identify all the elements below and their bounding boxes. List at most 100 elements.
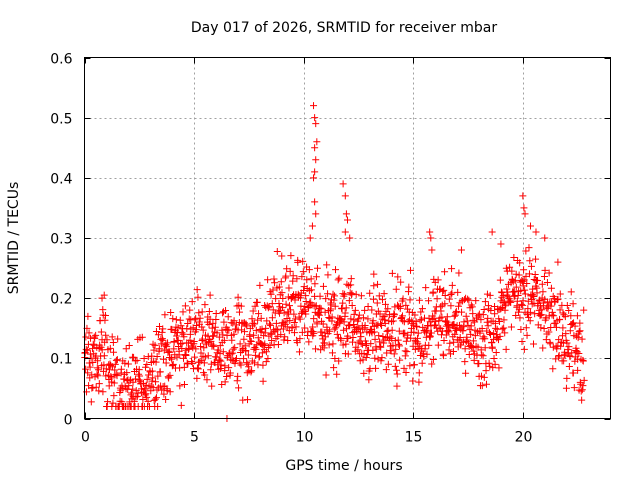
data-point xyxy=(524,297,532,305)
data-point xyxy=(192,345,200,353)
x-tick-label: 15 xyxy=(405,430,423,446)
data-point xyxy=(201,301,209,309)
data-point xyxy=(434,276,442,284)
data-point xyxy=(404,305,412,313)
data-point xyxy=(575,328,583,336)
data-point xyxy=(330,325,338,333)
data-point xyxy=(521,286,529,294)
data-point xyxy=(101,312,109,320)
data-point xyxy=(328,313,336,321)
data-point xyxy=(247,338,255,346)
data-point xyxy=(423,327,431,335)
data-point xyxy=(529,285,537,293)
data-point xyxy=(396,356,404,364)
data-point xyxy=(375,292,383,300)
data-point xyxy=(220,318,228,326)
data-point xyxy=(259,361,267,369)
data-point xyxy=(255,310,263,318)
data-point xyxy=(454,288,462,296)
data-point xyxy=(207,366,215,374)
data-point xyxy=(193,374,201,382)
data-point xyxy=(572,344,580,352)
data-point xyxy=(425,341,433,349)
data-point xyxy=(506,263,514,271)
data-point xyxy=(335,274,343,282)
data-point xyxy=(447,302,455,310)
data-point xyxy=(268,329,276,337)
data-point xyxy=(167,354,175,362)
data-point xyxy=(345,297,353,305)
x-axis-tick-labels: 0 5 10 15 20 xyxy=(81,430,532,446)
data-point xyxy=(333,370,341,378)
data-point xyxy=(315,311,323,319)
data-point xyxy=(94,366,102,374)
data-point xyxy=(311,144,319,152)
data-point xyxy=(259,377,267,385)
data-point xyxy=(386,333,394,341)
data-point xyxy=(507,323,515,331)
data-point xyxy=(388,326,396,334)
data-point xyxy=(95,387,103,395)
data-point xyxy=(307,286,315,294)
y-tick-label: 0.3 xyxy=(50,232,72,248)
data-point xyxy=(248,367,256,375)
data-point xyxy=(484,322,492,330)
data-point xyxy=(514,291,522,299)
data-point xyxy=(491,360,499,368)
data-point xyxy=(445,328,453,336)
data-point xyxy=(342,340,350,348)
data-point xyxy=(568,349,576,357)
data-point xyxy=(428,246,436,254)
data-point xyxy=(511,276,519,284)
data-point xyxy=(563,374,571,382)
data-point xyxy=(556,290,564,298)
data-point xyxy=(275,299,283,307)
data-point xyxy=(236,340,244,348)
data-point xyxy=(521,210,529,218)
data-point xyxy=(215,365,223,373)
data-point xyxy=(465,296,473,304)
data-point xyxy=(526,317,534,325)
data-point xyxy=(112,356,120,364)
data-point xyxy=(279,294,287,302)
data-point xyxy=(247,368,255,376)
data-point xyxy=(467,330,475,338)
data-point xyxy=(461,345,469,353)
data-point xyxy=(122,345,130,353)
data-point xyxy=(530,292,538,300)
data-point xyxy=(488,344,496,352)
data-point xyxy=(310,174,318,182)
data-point xyxy=(539,288,547,296)
data-point xyxy=(480,306,488,314)
data-point xyxy=(408,319,416,327)
data-point xyxy=(479,311,487,319)
data-point xyxy=(520,276,528,284)
data-point xyxy=(461,358,469,366)
data-point xyxy=(375,332,383,340)
data-point xyxy=(87,398,95,406)
data-point xyxy=(300,283,308,291)
data-point xyxy=(354,346,362,354)
data-point xyxy=(262,348,270,356)
data-point xyxy=(262,358,270,366)
data-point xyxy=(481,344,489,352)
data-point xyxy=(369,317,377,325)
data-point xyxy=(85,359,93,367)
data-point xyxy=(491,310,499,318)
data-point xyxy=(144,397,152,405)
data-point xyxy=(251,302,259,310)
data-points xyxy=(81,102,588,422)
data-point xyxy=(347,281,355,289)
data-point xyxy=(288,324,296,332)
data-point xyxy=(173,332,181,340)
data-point xyxy=(160,346,168,354)
data-point xyxy=(547,284,555,292)
data-point xyxy=(183,325,191,333)
data-point xyxy=(216,365,224,373)
data-point xyxy=(155,345,163,353)
data-point xyxy=(455,269,463,277)
data-point xyxy=(325,314,333,322)
data-point xyxy=(180,381,188,389)
data-point xyxy=(280,309,288,317)
data-point xyxy=(264,304,272,312)
